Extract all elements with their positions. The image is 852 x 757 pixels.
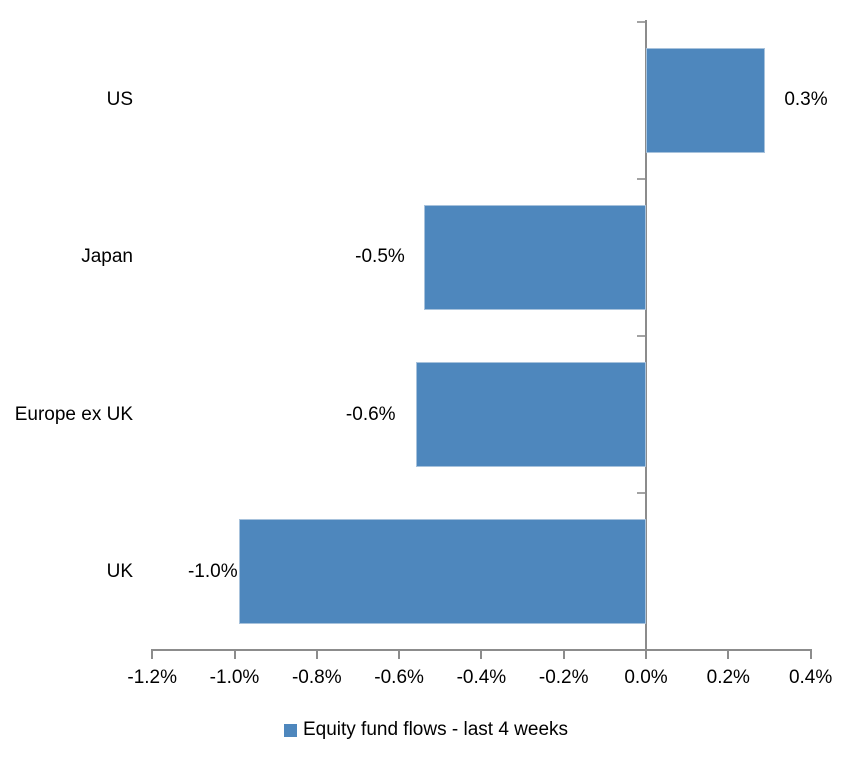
legend-series-marker-icon (283, 723, 297, 737)
x-axis-tick (233, 651, 236, 659)
category-label-us: US (106, 89, 133, 111)
category-axis-tick (637, 492, 645, 495)
category-axis-tick (637, 335, 645, 337)
x-axis-tick (151, 651, 154, 659)
x-axis-tick-label-0-0: 0.0% (624, 667, 668, 688)
category-axis-tick (637, 20, 645, 23)
bar-uk (238, 519, 646, 625)
legend: Equity fund flows - last 4 weeks (0, 716, 852, 744)
category-label-uk: UK (106, 560, 133, 582)
bar-europe-ex-uk (415, 362, 646, 468)
x-axis-tick (315, 651, 318, 659)
x-axis-tick (645, 651, 647, 659)
x-axis-tick (562, 651, 565, 659)
x-axis-tick-label-0-4: 0.4% (788, 667, 833, 688)
x-axis-line (151, 649, 812, 651)
x-axis-tick-label-0-6: -0.6% (374, 667, 424, 688)
x-axis-tick (809, 651, 812, 659)
x-axis-tick (727, 651, 730, 659)
x-axis-tick-label-0-4: -0.4% (456, 667, 507, 688)
data-label-uk: -1.0% (187, 560, 238, 582)
data-label-us: 0.3% (784, 89, 828, 111)
data-label-europe-ex-uk: -0.6% (345, 403, 396, 425)
legend-label: Equity fund flows - last 4 weeks (302, 719, 569, 740)
x-axis-tick (398, 651, 401, 659)
x-axis-tick (480, 651, 483, 659)
category-label-europe-ex-uk: Europe ex UK (14, 403, 133, 425)
category-label-japan: Japan (81, 246, 133, 268)
x-axis-tick-label-1-0: -1.0% (209, 667, 260, 688)
bar-japan (423, 204, 646, 310)
category-axis-tick (637, 177, 645, 180)
x-axis-tick-label-0-8: -0.8% (291, 667, 342, 688)
x-axis-tick-label-0-2: 0.2% (706, 667, 750, 688)
zero-axis-line (645, 20, 647, 650)
x-axis-tick-label-1-2: -1.2% (127, 667, 178, 688)
x-axis-tick-label-0-2: -0.2% (538, 667, 589, 688)
data-label-japan: -0.5% (355, 246, 405, 268)
bar-us (646, 47, 766, 153)
